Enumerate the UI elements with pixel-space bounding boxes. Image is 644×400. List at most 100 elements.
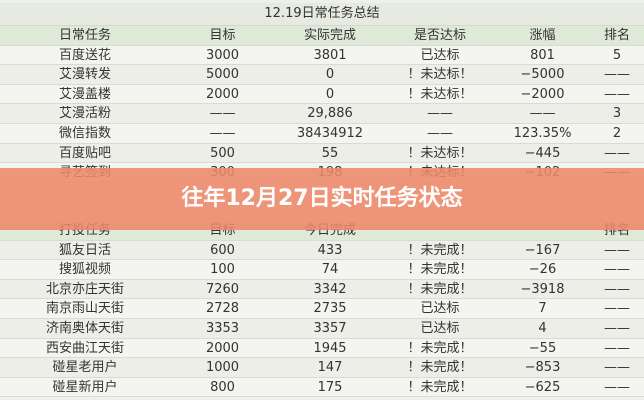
table-cell: —— xyxy=(604,379,630,395)
table-cell: 碰星老用户 xyxy=(52,360,118,376)
table-cell: —— xyxy=(427,106,453,122)
table-cell: —— xyxy=(604,242,630,258)
table-cell: 百度送花 xyxy=(58,47,111,63)
table-cell: 5 xyxy=(612,47,622,63)
table-cell: −445 xyxy=(524,145,561,161)
table-row: 碰星新用户 800 175 ！未完成！ −625 —— xyxy=(0,377,644,398)
table-cell: 艾漫转发 xyxy=(58,67,111,83)
header-cell: 排名 xyxy=(603,28,630,43)
table-cell: −3918 xyxy=(520,281,565,297)
table-cell: 600 xyxy=(210,242,235,258)
table-cell: −55 xyxy=(528,340,557,356)
daily-task-table: 12.19日常任务总结 日常任务 目标 实际完成 是否达标 涨幅 排名 百度送花 3000 38… xyxy=(0,3,644,183)
table-cell: 碰星新用户 xyxy=(52,379,118,395)
table-cell: 1945 xyxy=(313,340,347,356)
table-cell: 3357 xyxy=(313,320,347,336)
table-row: 百度送花 3000 3801 已达标 801 5 xyxy=(0,45,644,66)
table-cell: —— xyxy=(529,106,556,122)
table-cell: ！未完成！ xyxy=(407,360,473,376)
table-cell: 3 xyxy=(612,106,622,122)
table-cell: —— xyxy=(604,281,630,297)
vote-task-table: 打投任务 目标 今日完成 排名 狐友日活 600 433 ！未完成！ −167 —— 搜狐视频 100… xyxy=(0,221,644,398)
table-cell: —— xyxy=(604,86,630,102)
table-cell: 西安曲江天街 xyxy=(45,340,124,356)
table-cell: 100 xyxy=(210,262,235,278)
table-cell: ！未完成！ xyxy=(407,262,473,278)
table-cell: —— xyxy=(209,125,236,141)
header-cell: 涨幅 xyxy=(529,28,556,43)
table-cell: −26 xyxy=(528,262,557,278)
table-cell: 123.35% xyxy=(513,125,572,141)
table-cell: 3000 xyxy=(205,47,240,63)
header-cell: 是否达标 xyxy=(413,28,466,43)
table-cell: 已达标 xyxy=(420,301,460,317)
table-cell: 0 xyxy=(325,86,335,102)
table-cell: 7 xyxy=(538,301,547,317)
table-cell: −167 xyxy=(524,242,561,258)
table-cell: 74 xyxy=(321,262,339,278)
table-cell: —— xyxy=(604,262,630,278)
table-cell: 801 xyxy=(530,47,555,63)
table-cell: —— xyxy=(427,125,453,141)
table-cell: 2 xyxy=(612,125,622,141)
table-cell: 南京雨山天街 xyxy=(45,301,124,317)
table-cell: ！未达标！ xyxy=(407,145,473,161)
table-row: 百度贴吧 500 55 ！未达标！ −445 —— xyxy=(0,143,644,164)
table-cell: 2000 xyxy=(205,86,240,102)
table-cell: 3342 xyxy=(313,281,347,297)
table-cell: 500 xyxy=(210,145,235,161)
table-row: 碰星老用户 1000 147 ！未完成！ −853 —— xyxy=(0,358,644,378)
table-cell: 狐友日活 xyxy=(58,242,111,258)
table-row: 搜狐视频 100 74 ！未完成！ −26 —— xyxy=(0,260,644,280)
table-cell: 3801 xyxy=(313,47,347,63)
table-row: 济南奥体天街 3353 3357 已达标 4 —— xyxy=(0,318,644,339)
table-cell: 800 xyxy=(210,379,235,395)
table-cell: 已达标 xyxy=(420,320,460,336)
table-cell: 济南奥体天街 xyxy=(45,320,124,336)
table-cell: ！未完成！ xyxy=(407,340,473,356)
table-cell: 2728 xyxy=(205,301,240,317)
header-cell: 日常任务 xyxy=(58,28,111,43)
table-cell: 0 xyxy=(325,67,335,83)
table-cell: 5000 xyxy=(205,67,240,83)
table-cell: —— xyxy=(604,320,630,336)
table-cell: 已达标 xyxy=(420,47,460,63)
table-cell: 搜狐视频 xyxy=(58,262,111,278)
table-cell: 2735 xyxy=(313,301,347,317)
table-cell: −625 xyxy=(524,379,561,395)
table-cell: 微信指数 xyxy=(58,125,111,141)
table-cell: 175 xyxy=(317,379,343,395)
table-cell: 38434912 xyxy=(296,125,364,141)
table-cell: —— xyxy=(604,145,630,161)
table-row: 狐友日活 600 433 ！未完成！ −167 —— xyxy=(0,240,644,261)
table-cell: 百度贴吧 xyxy=(58,145,111,161)
header-row: 日常任务 目标 实际完成 是否达标 涨幅 排名 xyxy=(0,26,644,46)
table-row: 南京雨山天街 2728 2735 已达标 7 —— xyxy=(0,299,644,319)
table-cell: —— xyxy=(604,340,630,356)
table-cell: 2000 xyxy=(205,340,240,356)
table-cell: 7260 xyxy=(205,281,240,297)
table-row: 北京亦庄天街 7260 3342 ！未完成！ −3918 —— xyxy=(0,279,644,300)
table-cell: −5000 xyxy=(520,67,565,83)
table-row: 西安曲江天街 2000 1945 ！未完成！ −55 —— xyxy=(0,338,644,359)
table-cell: 3353 xyxy=(205,320,240,336)
table-cell: 147 xyxy=(317,360,343,376)
table-cell: —— xyxy=(604,360,630,376)
header-cell: 实际完成 xyxy=(303,28,356,43)
table-cell: ！未达标！ xyxy=(407,86,473,102)
table-cell: −2000 xyxy=(520,86,565,102)
table-cell: 433 xyxy=(317,242,343,258)
table-cell: ！未达标！ xyxy=(407,67,473,83)
table-row: 艾漫转发 5000 0 ！未达标！ −5000 —— xyxy=(0,65,644,85)
table-cell: ！未完成！ xyxy=(407,281,473,297)
table-cell: −853 xyxy=(524,360,561,376)
table-cell: 北京亦庄天街 xyxy=(45,281,124,297)
table-cell: 4 xyxy=(538,320,547,336)
table-cell: —— xyxy=(209,106,236,122)
table-cell: 29,886 xyxy=(307,106,353,122)
table-row: 艾漫活粉 —— 29,886 —— —— 3 xyxy=(0,104,644,124)
table-title: 12.19日常任务总结 xyxy=(0,3,644,26)
header-cell: 目标 xyxy=(209,28,236,43)
table-cell: 艾漫活粉 xyxy=(58,106,111,122)
